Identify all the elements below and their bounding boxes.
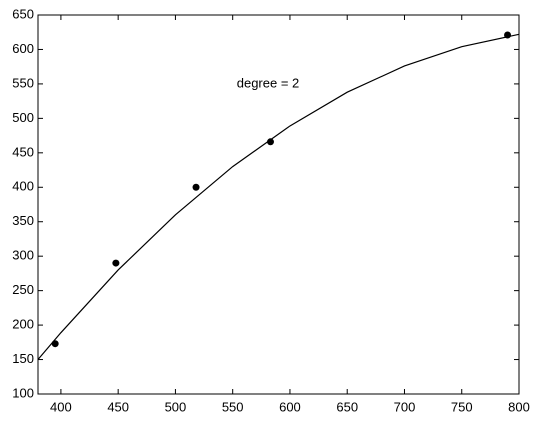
- data-point: [266, 138, 274, 146]
- y-tick-label: 300: [12, 248, 34, 263]
- annotation: degree = 2: [237, 75, 300, 90]
- x-tick-label: 450: [107, 399, 129, 414]
- y-tick-label: 350: [12, 213, 34, 228]
- y-tick-label: 450: [12, 144, 34, 159]
- x-tick-label: 700: [394, 399, 416, 414]
- y-tick-label: 100: [12, 385, 34, 400]
- x-tick-label: 600: [279, 399, 301, 414]
- data-point: [112, 259, 120, 267]
- y-tick-label: 200: [12, 317, 34, 332]
- y-tick-label: 650: [12, 6, 34, 21]
- y-tick-label: 150: [12, 351, 34, 366]
- x-tick-label: 500: [165, 399, 187, 414]
- x-tick-label: 800: [508, 399, 530, 414]
- x-tick-label: 400: [50, 399, 72, 414]
- y-tick-label: 250: [12, 282, 34, 297]
- y-tick-label: 400: [12, 179, 34, 194]
- fit-line: [37, 33, 520, 360]
- data-point: [51, 340, 59, 348]
- y-tick-label: 500: [12, 110, 34, 125]
- y-tick-label: 550: [12, 75, 34, 90]
- x-tick-label: 750: [451, 399, 473, 414]
- x-tick-label: 550: [222, 399, 244, 414]
- data-point: [192, 183, 200, 191]
- x-tick-label: 650: [336, 399, 358, 414]
- y-tick-label: 600: [12, 41, 34, 56]
- plot-frame: [37, 14, 520, 395]
